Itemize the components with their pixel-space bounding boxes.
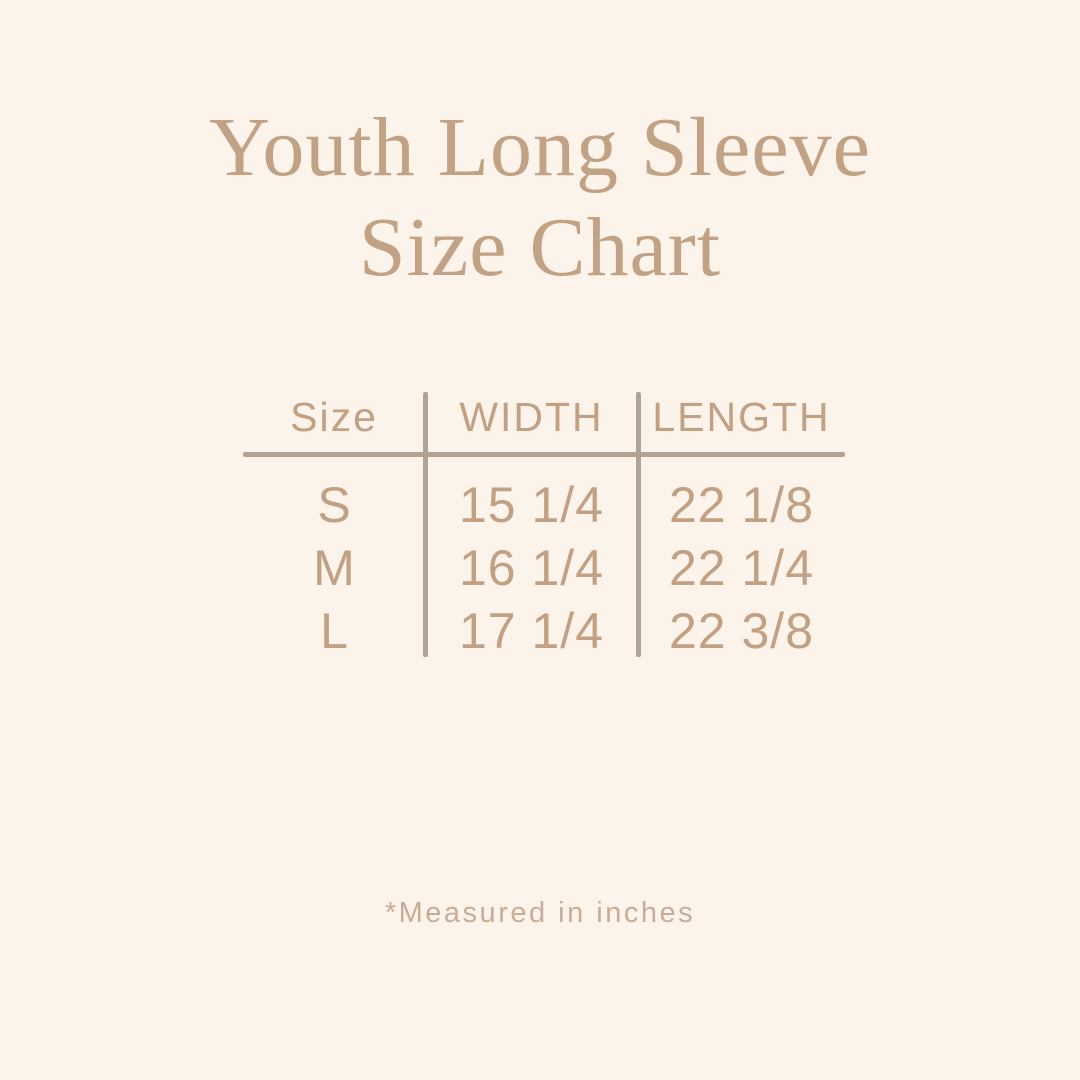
table-body: S 15 1/4 22 1/8 M 16 1/4 22 1/4 L 17 1/4… — [243, 473, 845, 662]
width-cell: 17 1/4 — [458, 602, 604, 659]
column-divider-line-1 — [423, 392, 428, 657]
size-cell: L — [320, 602, 348, 659]
table-row-small: S 15 1/4 22 1/8 — [243, 473, 845, 536]
column-header-width: WIDTH — [459, 393, 604, 440]
column-header-size: Size — [290, 393, 378, 440]
table-row-large: L 17 1/4 22 3/8 — [243, 599, 845, 662]
page-title: Youth Long Sleeve Size Chart — [0, 98, 1080, 298]
title-line-2: Size Chart — [358, 201, 722, 294]
size-cell: M — [313, 539, 355, 596]
length-cell: 22 3/8 — [668, 602, 814, 659]
width-cell: 16 1/4 — [458, 539, 604, 596]
width-cell: 15 1/4 — [458, 476, 604, 533]
header-divider-line — [243, 452, 845, 457]
length-cell: 22 1/8 — [668, 476, 814, 533]
table-row-medium: M 16 1/4 22 1/4 — [243, 536, 845, 599]
size-table: Size WIDTH LENGTH S 15 1/4 22 1/8 M 16 1… — [243, 385, 845, 670]
table-header-row: Size WIDTH LENGTH — [243, 385, 845, 449]
column-divider-line-2 — [636, 392, 641, 657]
length-cell: 22 1/4 — [668, 539, 814, 596]
footnote: *Measured in inches — [384, 897, 696, 929]
size-cell: S — [317, 476, 351, 533]
column-header-length: LENGTH — [652, 393, 831, 440]
title-line-1: Youth Long Sleeve — [209, 101, 871, 194]
